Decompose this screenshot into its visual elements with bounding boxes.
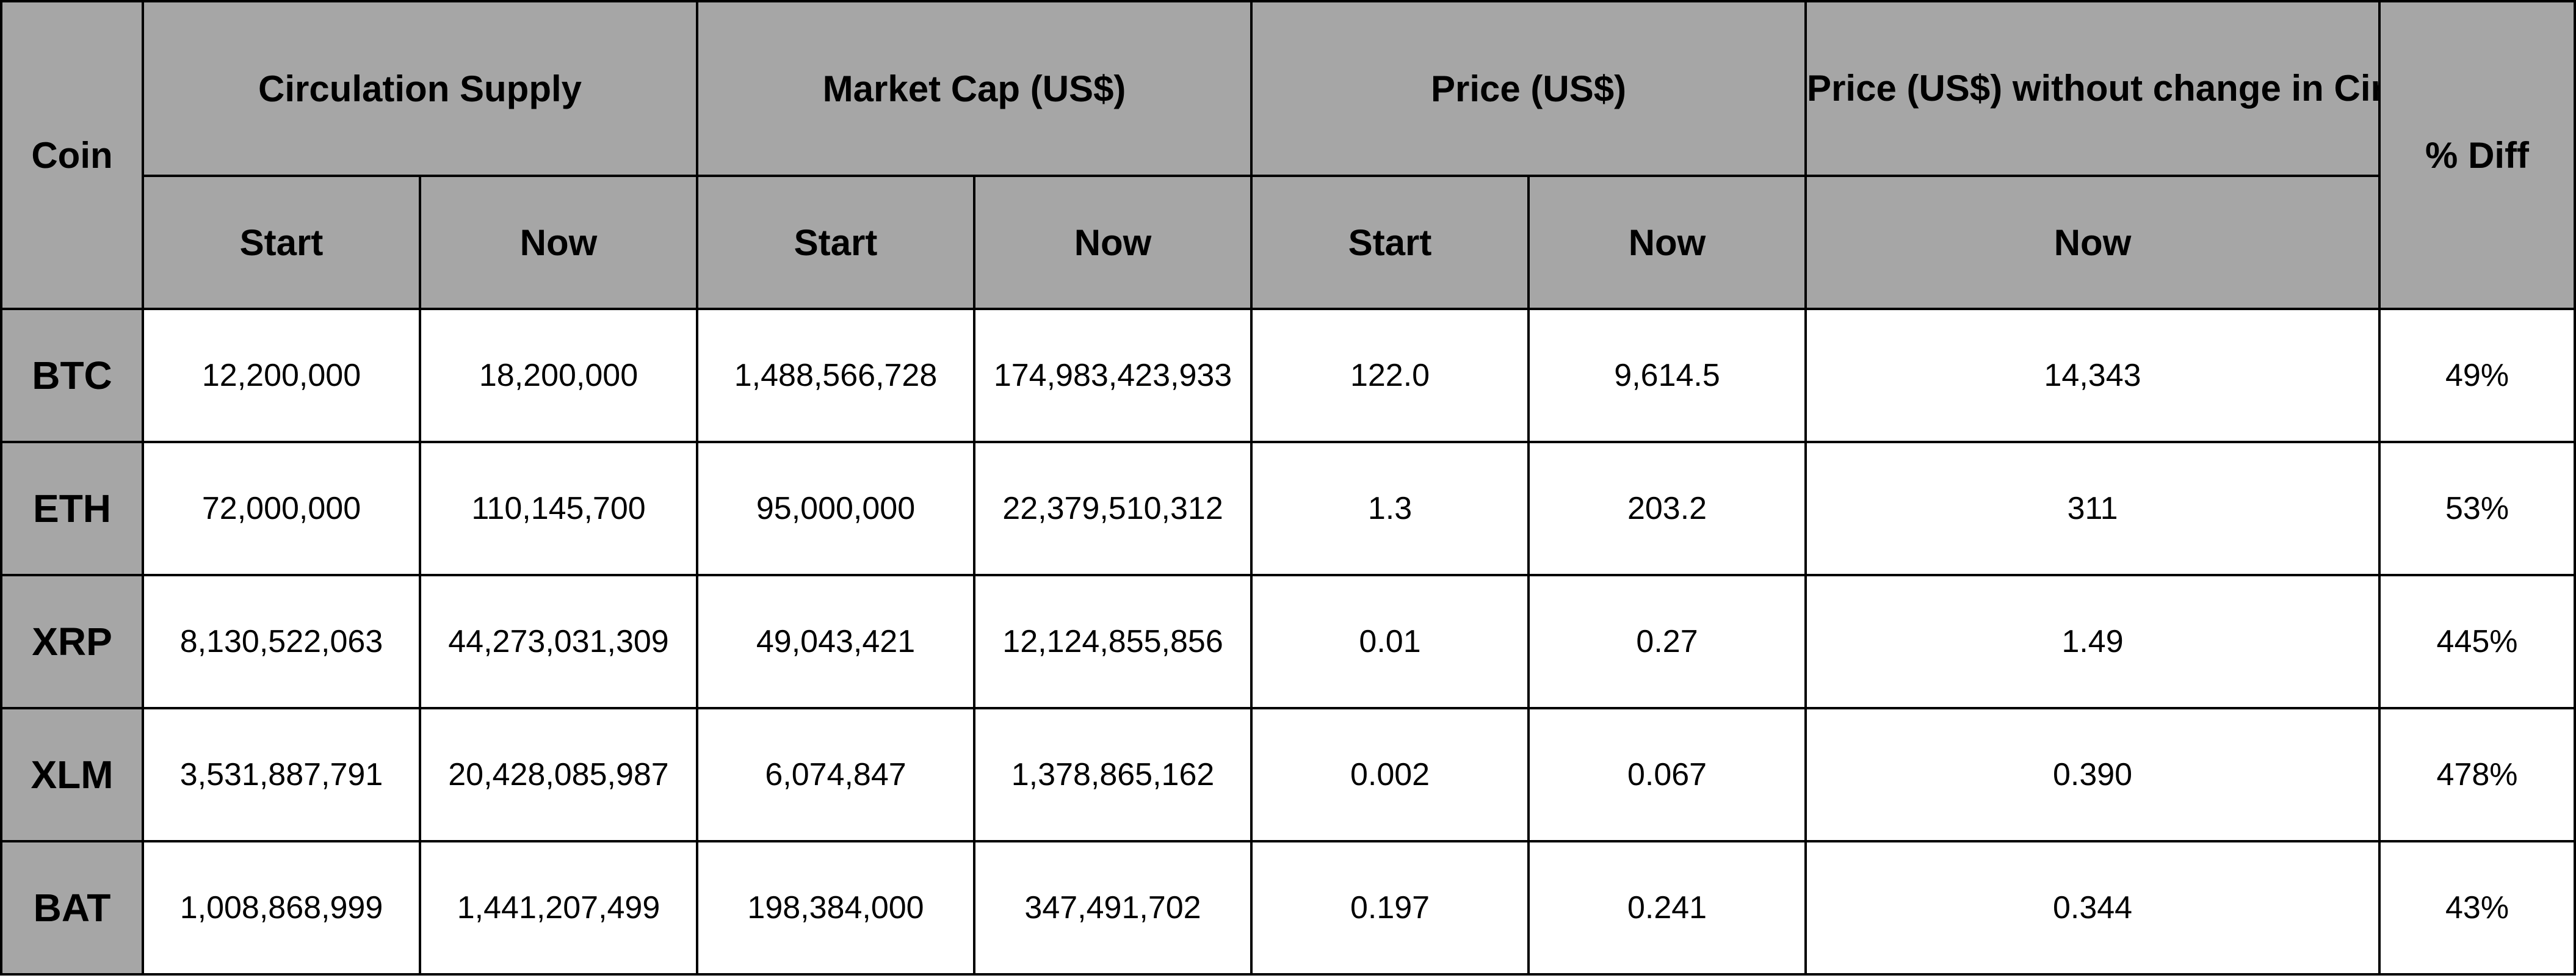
price-no-change-cell: 1.49: [1804, 574, 2381, 709]
pct-diff-cell: 43%: [2378, 840, 2576, 976]
header-coin: Coin: [0, 0, 144, 310]
price-now-cell: 0.27: [1527, 574, 1807, 709]
mcap-now-cell: 174,983,423,933: [973, 308, 1253, 443]
price-start-cell: 0.002: [1250, 707, 1530, 842]
price-now-cell: 0.067: [1527, 707, 1807, 842]
price-start-cell: 122.0: [1250, 308, 1530, 443]
price-no-change-cell: 14,343: [1804, 308, 2381, 443]
subheader-price-now: Now: [1527, 175, 1807, 310]
mcap-now-cell: 347,491,702: [973, 840, 1253, 976]
coin-label: BAT: [0, 840, 144, 976]
supply-start-cell: 12,200,000: [142, 308, 421, 443]
supply-now-cell: 44,273,031,309: [418, 574, 699, 709]
table-row: ETH 72,000,000 110,145,700 95,000,000 22…: [0, 441, 2576, 576]
supply-start-cell: 1,008,868,999: [142, 840, 421, 976]
header-circulation-supply: Circulation Supply: [141, 0, 699, 177]
price-now-cell: 9,614.5: [1527, 308, 1807, 443]
supply-now-cell: 1,441,207,499: [418, 840, 699, 976]
supply-start-cell: 8,130,522,063: [142, 574, 421, 709]
mcap-start-cell: 95,000,000: [696, 441, 976, 576]
coin-label: ETH: [0, 441, 144, 576]
subheader-price-start: Start: [1250, 175, 1530, 310]
subheader-supply-now: Now: [418, 175, 699, 310]
supply-now-cell: 20,428,085,987: [418, 707, 699, 842]
table-row: XLM 3,531,887,791 20,428,085,987 6,074,8…: [0, 707, 2576, 842]
mcap-start-cell: 198,384,000: [696, 840, 976, 976]
subheader-mcap-now: Now: [973, 175, 1253, 310]
supply-now-cell: 110,145,700: [418, 441, 699, 576]
price-start-cell: 0.197: [1250, 840, 1530, 976]
price-now-cell: 203.2: [1527, 441, 1807, 576]
price-no-change-cell: 311: [1804, 441, 2381, 576]
pct-diff-cell: 445%: [2378, 574, 2576, 709]
mcap-start-cell: 49,043,421: [696, 574, 976, 709]
supply-now-cell: 18,200,000: [418, 308, 699, 443]
coin-label: XRP: [0, 574, 144, 709]
table-row: BAT 1,008,868,999 1,441,207,499 198,384,…: [0, 840, 2576, 976]
supply-start-cell: 72,000,000: [142, 441, 421, 576]
table-row: BTC 12,200,000 18,200,000 1,488,566,728 …: [0, 308, 2576, 443]
subheader-price-no-change-now: Now: [1804, 175, 2381, 310]
mcap-now-cell: 12,124,855,856: [973, 574, 1253, 709]
mcap-now-cell: 1,378,865,162: [973, 707, 1253, 842]
pct-diff-cell: 49%: [2378, 308, 2576, 443]
header-row-top: Coin Circulation Supply Market Cap (US$)…: [0, 0, 2576, 310]
subheader-mcap-start: Start: [696, 175, 976, 310]
mcap-start-cell: 6,074,847: [696, 707, 976, 842]
subheader-supply-start: Start: [142, 175, 421, 310]
price-now-cell: 0.241: [1527, 840, 1807, 976]
pct-diff-cell: 478%: [2378, 707, 2576, 842]
coin-label: XLM: [0, 707, 144, 842]
header-price-without-change: Price (US$) without change in Circulatio…: [1804, 0, 2381, 177]
header-price: Price (US$): [1250, 0, 1807, 177]
price-start-cell: 0.01: [1250, 574, 1530, 709]
header-market-cap: Market Cap (US$): [696, 0, 1253, 177]
coin-label: BTC: [0, 308, 144, 443]
price-start-cell: 1.3: [1250, 441, 1530, 576]
header-pct-diff: % Diff: [2378, 0, 2576, 310]
mcap-now-cell: 22,379,510,312: [973, 441, 1253, 576]
price-no-change-cell: 0.344: [1804, 840, 2381, 976]
header-row-sub: Start Now Start Now Start Now Now: [1, 175, 2575, 310]
table-row: XRP 8,130,522,063 44,273,031,309 49,043,…: [0, 574, 2576, 709]
supply-start-cell: 3,531,887,791: [142, 707, 421, 842]
pct-diff-cell: 53%: [2378, 441, 2576, 576]
price-no-change-cell: 0.390: [1804, 707, 2381, 842]
mcap-start-cell: 1,488,566,728: [696, 308, 976, 443]
